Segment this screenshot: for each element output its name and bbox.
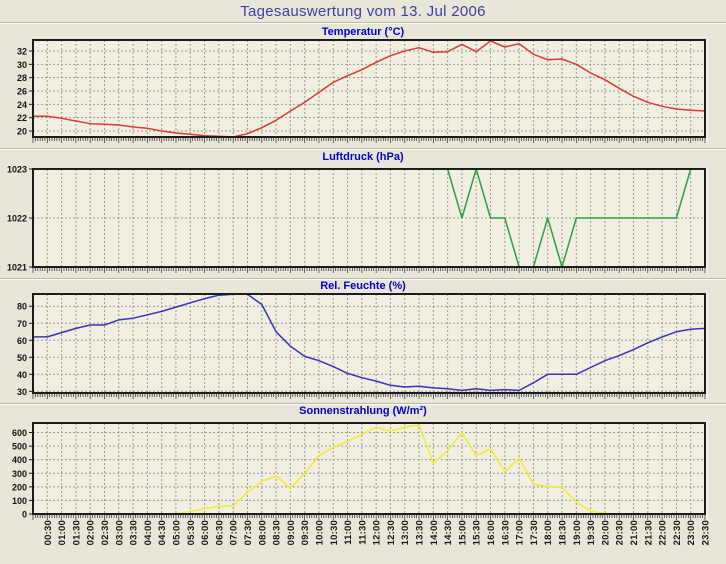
svg-text:10:30: 10:30 <box>329 520 340 545</box>
svg-text:02:30: 02:30 <box>100 520 111 545</box>
svg-text:12:00: 12:00 <box>372 520 383 545</box>
svg-text:06:00: 06:00 <box>200 520 211 545</box>
svg-text:09:00: 09:00 <box>286 520 297 545</box>
svg-text:05:00: 05:00 <box>171 520 182 545</box>
svg-text:14:30: 14:30 <box>443 520 454 545</box>
svg-text:600: 600 <box>12 428 27 438</box>
svg-text:500: 500 <box>12 442 27 452</box>
svg-text:24: 24 <box>17 100 27 110</box>
svg-text:23:00: 23:00 <box>686 520 697 545</box>
svg-text:06:30: 06:30 <box>214 520 225 545</box>
svg-text:1023: 1023 <box>7 165 27 175</box>
separator-line <box>0 278 726 280</box>
svg-text:40: 40 <box>17 370 27 380</box>
svg-text:18:30: 18:30 <box>558 520 569 545</box>
svg-text:11:00: 11:00 <box>343 520 354 545</box>
humidity-chart-title: Rel. Feuchte (%) <box>320 280 406 292</box>
svg-text:23:30: 23:30 <box>701 520 712 545</box>
svg-text:400: 400 <box>12 455 27 465</box>
svg-text:19:30: 19:30 <box>586 520 597 545</box>
temperature-chart: 20 22 24 26 28 30 32 <box>17 39 708 143</box>
temperature-chart-title: Temperatur (°C) <box>321 26 405 38</box>
svg-text:26: 26 <box>17 87 27 97</box>
svg-text:08:30: 08:30 <box>272 520 283 545</box>
svg-text:200: 200 <box>12 482 27 492</box>
svg-text:30: 30 <box>17 387 27 397</box>
solar-radiation-chart-title: Sonnenstrahlung (W/m²) <box>299 405 427 417</box>
svg-text:28: 28 <box>17 73 27 83</box>
svg-text:02:00: 02:00 <box>86 520 97 545</box>
svg-text:80: 80 <box>17 302 27 312</box>
separator-line <box>0 148 726 150</box>
svg-text:32: 32 <box>17 47 27 57</box>
svg-text:08:00: 08:00 <box>257 520 268 545</box>
svg-text:20:30: 20:30 <box>615 520 626 545</box>
svg-text:03:00: 03:00 <box>114 520 125 545</box>
svg-text:01:00: 01:00 <box>57 520 68 545</box>
svg-text:0: 0 <box>22 510 27 520</box>
svg-text:15:00: 15:00 <box>457 520 468 545</box>
svg-text:10:00: 10:00 <box>314 520 325 545</box>
svg-text:30: 30 <box>17 60 27 70</box>
svg-text:01:30: 01:30 <box>71 520 82 545</box>
svg-text:60: 60 <box>17 336 27 346</box>
svg-text:22:00: 22:00 <box>658 520 669 545</box>
svg-text:21:00: 21:00 <box>629 520 640 545</box>
svg-text:07:30: 07:30 <box>243 520 254 545</box>
svg-text:13:30: 13:30 <box>415 520 426 545</box>
svg-text:22: 22 <box>17 113 27 123</box>
svg-text:00:30: 00:30 <box>43 520 54 545</box>
svg-text:04:30: 04:30 <box>157 520 168 545</box>
svg-text:11:30: 11:30 <box>357 520 368 545</box>
svg-text:05:30: 05:30 <box>186 520 197 545</box>
svg-text:07:00: 07:00 <box>229 520 240 545</box>
pressure-chart-title: Luftdruck (hPa) <box>322 151 404 163</box>
svg-text:1022: 1022 <box>7 214 27 224</box>
page-title: Tagesauswertung vom 13. Jul 2006 <box>240 3 486 20</box>
svg-text:1021: 1021 <box>7 263 27 273</box>
separator-line <box>0 22 726 24</box>
svg-text:15:30: 15:30 <box>472 520 483 545</box>
svg-text:12:30: 12:30 <box>386 520 397 545</box>
svg-text:50: 50 <box>17 353 27 363</box>
svg-text:04:00: 04:00 <box>143 520 154 545</box>
svg-text:16:30: 16:30 <box>500 520 511 545</box>
svg-text:09:30: 09:30 <box>300 520 311 545</box>
svg-text:17:30: 17:30 <box>529 520 540 545</box>
svg-text:13:00: 13:00 <box>400 520 411 545</box>
x-axis-labels: 00:30 01:00 01:30 02:00 02:30 03:00 03:30 04:00… <box>43 520 712 545</box>
svg-text:18:00: 18:00 <box>543 520 554 545</box>
svg-text:16:00: 16:00 <box>486 520 497 545</box>
svg-text:14:00: 14:00 <box>429 520 440 545</box>
svg-text:300: 300 <box>12 469 27 479</box>
svg-text:20:00: 20:00 <box>600 520 611 545</box>
svg-text:20: 20 <box>17 127 27 137</box>
solar-radiation-chart: 0 100 200 300 400 500 600 <box>12 422 708 520</box>
svg-text:03:30: 03:30 <box>129 520 140 545</box>
pressure-chart: 1021 1022 1023 <box>7 165 708 273</box>
svg-text:21:30: 21:30 <box>643 520 654 545</box>
separator-line <box>0 403 726 405</box>
svg-text:22:30: 22:30 <box>672 520 683 545</box>
svg-text:17:00: 17:00 <box>515 520 526 545</box>
humidity-chart: 30 40 50 60 70 80 <box>17 293 708 399</box>
svg-text:70: 70 <box>17 319 27 329</box>
svg-text:100: 100 <box>12 496 27 506</box>
svg-text:19:00: 19:00 <box>572 520 583 545</box>
